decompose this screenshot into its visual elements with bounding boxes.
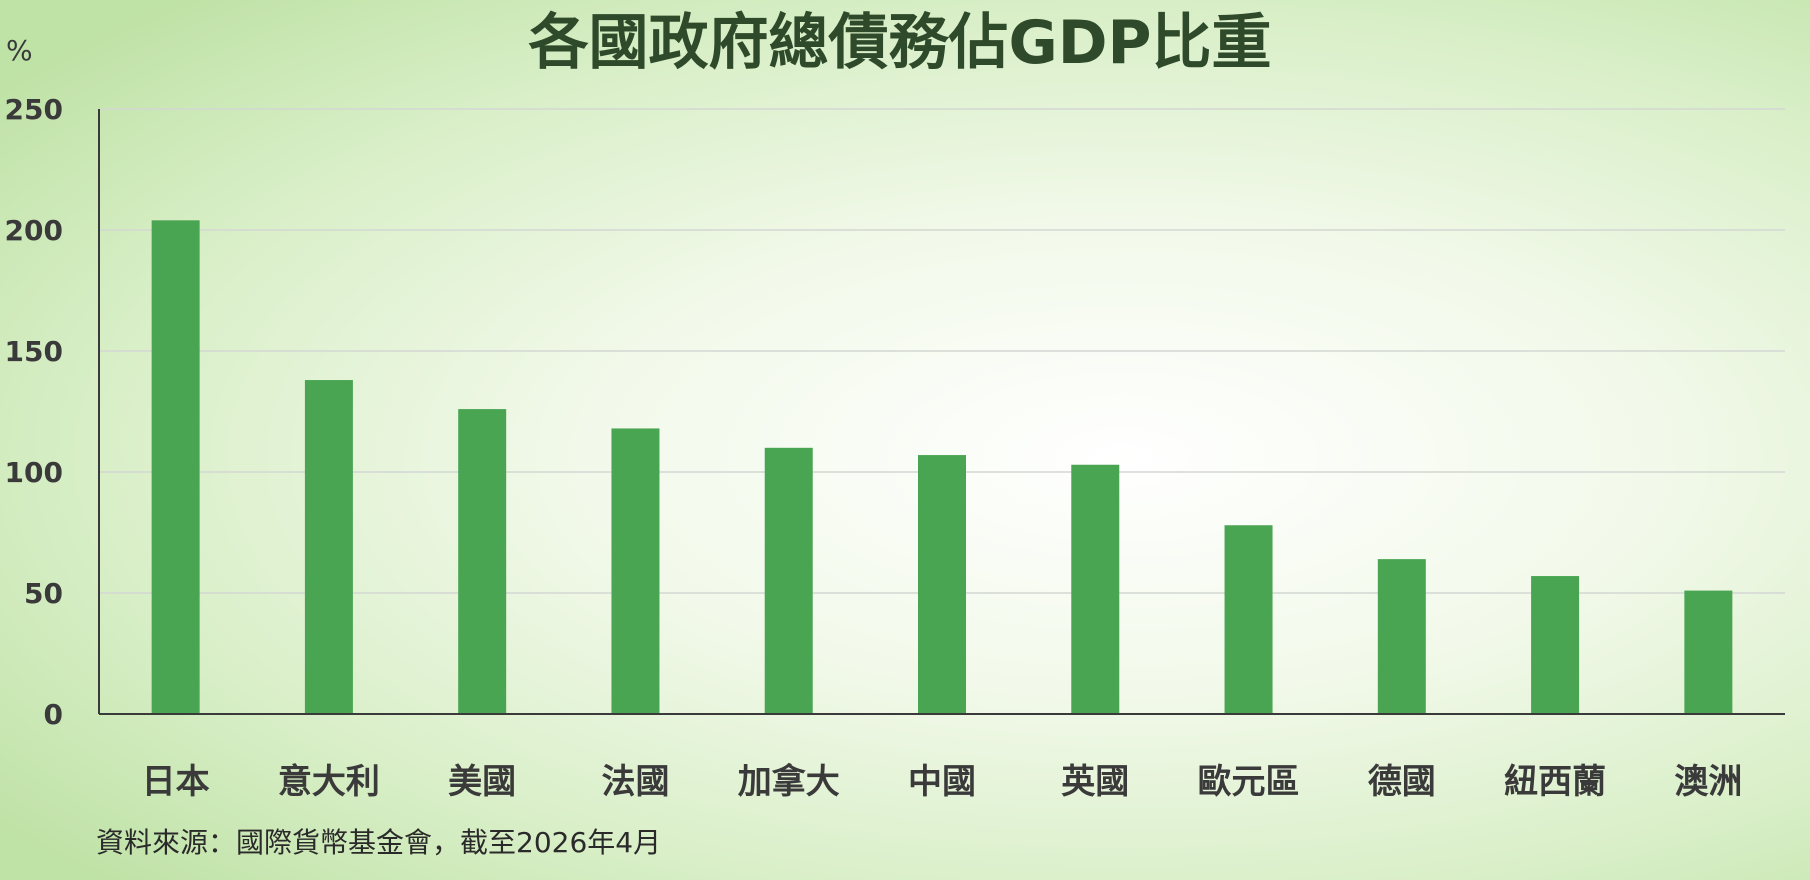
y-tick-label-100: 100 — [5, 456, 63, 489]
category-label-6: 英國 — [1061, 762, 1129, 802]
bars — [151, 220, 1733, 714]
chart-title: 各國政府總債務佔GDP比重 — [528, 8, 1271, 78]
bar-2 — [458, 409, 507, 714]
y-axis-ticks: 0 50 100 150 200 250 — [5, 93, 63, 731]
bar-1 — [304, 380, 353, 714]
bar-5 — [918, 455, 966, 714]
y-tick-label-0: 0 — [44, 698, 63, 731]
y-axis-unit: % — [6, 34, 33, 67]
category-label-5: 中國 — [908, 762, 976, 802]
category-label-2: 美國 — [448, 762, 516, 802]
bar-4 — [764, 447, 813, 714]
y-tick-label-150: 150 — [5, 335, 63, 368]
category-label-8: 德國 — [1368, 762, 1436, 802]
source-note: 資料來源：國際貨幣基金會，截至2026年4月 — [96, 826, 661, 859]
category-label-10: 澳洲 — [1674, 762, 1742, 802]
bar-8 — [1377, 559, 1426, 714]
category-label-9: 紐西蘭 — [1504, 762, 1606, 802]
bar-9 — [1531, 576, 1580, 714]
bar-6 — [1071, 464, 1120, 714]
x-axis-categories: 日本 意大利 美國 法國 加拿大 中國 英國 歐元區 德國 紐西蘭 澳洲 — [142, 762, 1743, 802]
gridlines — [99, 108, 1785, 594]
y-tick-label-50: 50 — [24, 577, 63, 610]
y-tick-label-250: 250 — [5, 93, 63, 126]
category-label-7: 歐元區 — [1198, 762, 1300, 802]
y-tick-label-200: 200 — [5, 214, 63, 247]
category-label-0: 日本 — [142, 762, 210, 802]
bar-3 — [611, 428, 660, 714]
category-label-1: 意大利 — [278, 762, 380, 802]
category-label-4: 加拿大 — [738, 762, 840, 802]
bar-7 — [1224, 525, 1273, 714]
bar-0 — [151, 220, 200, 714]
category-label-3: 法國 — [601, 762, 669, 802]
bar-10 — [1684, 590, 1733, 714]
